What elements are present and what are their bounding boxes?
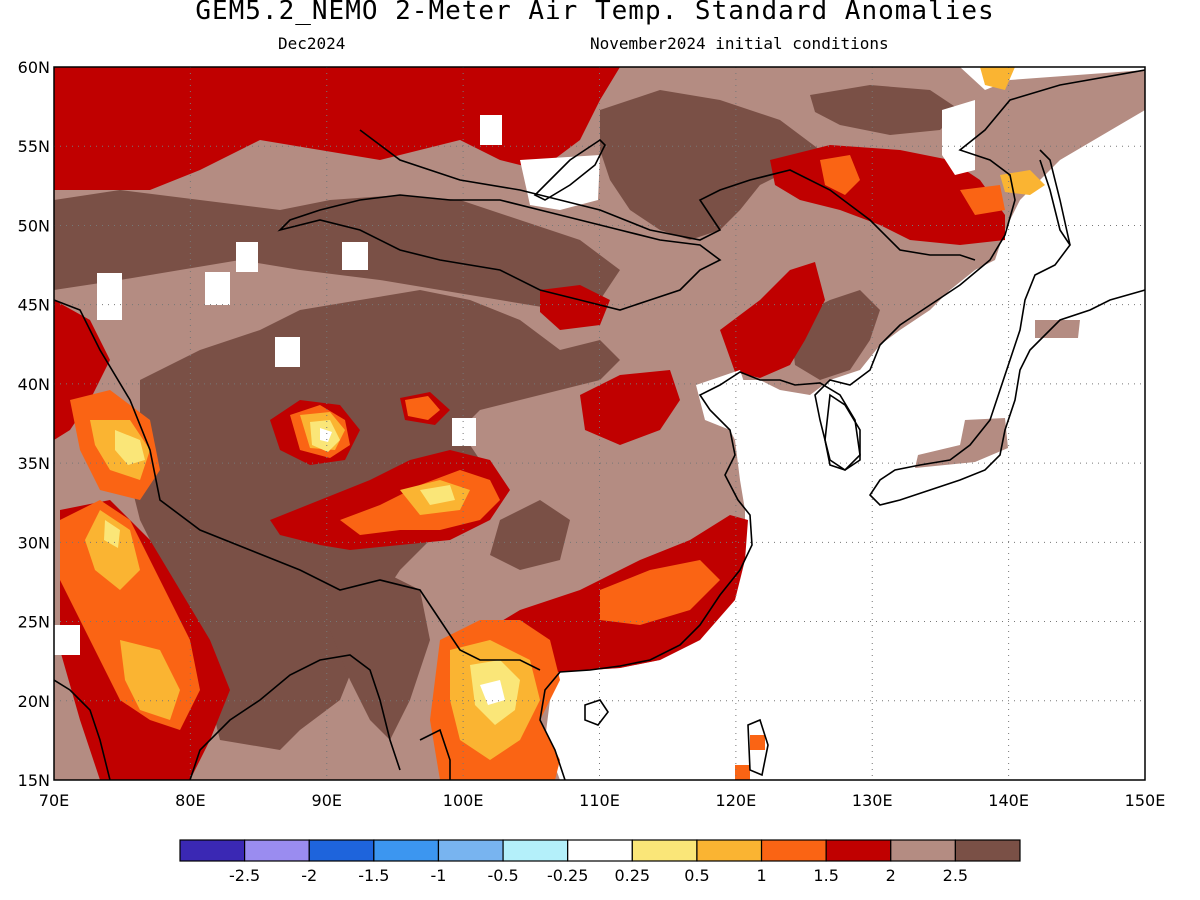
lat-tick-label: 50N	[18, 216, 50, 235]
colorbar: -2.5 -2 -1.5 -1 -0.5 -0.25 0.25 0.5 1 1.5 2 2.5	[179, 839, 1021, 885]
map-graticule	[54, 67, 1145, 780]
lon-tick-label: 140E	[988, 791, 1029, 810]
land-anomaly-dark-red-china	[720, 262, 825, 378]
land-anomaly-dark-brown-mongolia	[600, 90, 820, 240]
colorbar-swatch	[502, 839, 569, 862]
colorbar-swatch	[696, 839, 763, 862]
colorbar-swatch	[308, 839, 375, 862]
land-anomaly-dark-brown-south	[330, 570, 430, 740]
colorbar-label: 0.25	[614, 866, 650, 885]
colorbar-label: -0.25	[547, 866, 588, 885]
land-anomaly-dark-brown-central	[490, 500, 570, 570]
lat-tick-label: 55N	[18, 137, 50, 156]
init-conditions-label: November2024 initial conditions	[590, 34, 889, 53]
plot-frame	[53, 66, 1146, 781]
lon-tick-label: 120E	[716, 791, 757, 810]
colorbar-swatch	[825, 839, 892, 862]
lon-tick-label: 70E	[39, 791, 69, 810]
coastlines-and-borders	[54, 69, 1145, 780]
taiwan-coastline	[747, 718, 769, 777]
latitude-labels: 60N 55N 50N 45N 40N 35N 30N 25N 20N 15N	[18, 58, 50, 790]
target-month-label: Dec2024	[278, 34, 346, 53]
colorbar-swatch	[373, 839, 440, 862]
lat-tick-label: 40N	[18, 375, 50, 394]
lat-tick-label: 30N	[18, 533, 50, 552]
sakhalin-coastline	[1039, 149, 1071, 246]
lat-tick-label: 35N	[18, 454, 50, 473]
colorbar-label: -0.5	[487, 866, 518, 885]
longitude-labels: 70E 80E 90E 100E 110E 120E 130E 140E 150E	[39, 791, 1166, 810]
korea-coastline	[824, 393, 861, 471]
lat-tick-label: 25N	[18, 613, 50, 632]
anomaly-field	[54, 67, 1145, 780]
colorbar-label: 2.5	[943, 866, 968, 885]
india-coastline	[54, 654, 451, 780]
colorbar-swatch	[760, 839, 827, 862]
land-anomaly-dark-red-center	[580, 370, 680, 445]
colorbar-label: -1	[430, 866, 446, 885]
land-anomaly-japan	[915, 320, 1080, 468]
colorbar-label: -2.5	[229, 866, 260, 885]
colorbar-swatch	[890, 839, 956, 862]
lon-tick-label: 90E	[312, 791, 342, 810]
colorbar-swatch	[567, 839, 633, 862]
lat-tick-label: 45N	[18, 296, 50, 315]
east-asia-coastline	[539, 69, 1145, 780]
colorbar-label: 0.5	[684, 866, 709, 885]
colorbar-label: 1	[756, 866, 766, 885]
lat-tick-label: 20N	[18, 692, 50, 711]
land-anomaly-dark-brown-ne	[810, 85, 960, 135]
lon-tick-label: 150E	[1125, 791, 1166, 810]
lon-tick-label: 110E	[579, 791, 620, 810]
colorbar-swatch	[179, 839, 246, 862]
hainan-coastline	[584, 699, 609, 726]
lat-tick-label: 15N	[18, 771, 50, 790]
colorbar-swatch	[631, 839, 698, 862]
land-anomaly-light-yellow	[104, 420, 520, 725]
land-anomaly-dark-red-north	[54, 67, 620, 190]
colorbar-label: 1.5	[813, 866, 838, 885]
land-anomaly-dark-brown-north	[54, 190, 620, 310]
map-title: GEM5.2_NEMO 2-Meter Air Temp. Standard A…	[195, 0, 995, 26]
colorbar-label: 2	[886, 866, 896, 885]
colorbar-label: -2	[301, 866, 317, 885]
colorbar-swatch	[244, 839, 310, 862]
china-border	[54, 129, 976, 671]
land-anomaly-dark-red-west	[54, 300, 110, 440]
mongolia-border	[277, 194, 722, 311]
colorbar-label: -1.5	[358, 866, 389, 885]
lake-baikal	[533, 138, 606, 201]
lon-tick-label: 80E	[175, 791, 205, 810]
colorbar-swatch	[437, 839, 504, 862]
lat-tick-label: 60N	[18, 58, 50, 77]
japan-coastline	[868, 159, 1145, 506]
colorbar-swatch	[954, 839, 1021, 862]
lon-tick-label: 100E	[443, 791, 484, 810]
lon-tick-label: 130E	[852, 791, 893, 810]
